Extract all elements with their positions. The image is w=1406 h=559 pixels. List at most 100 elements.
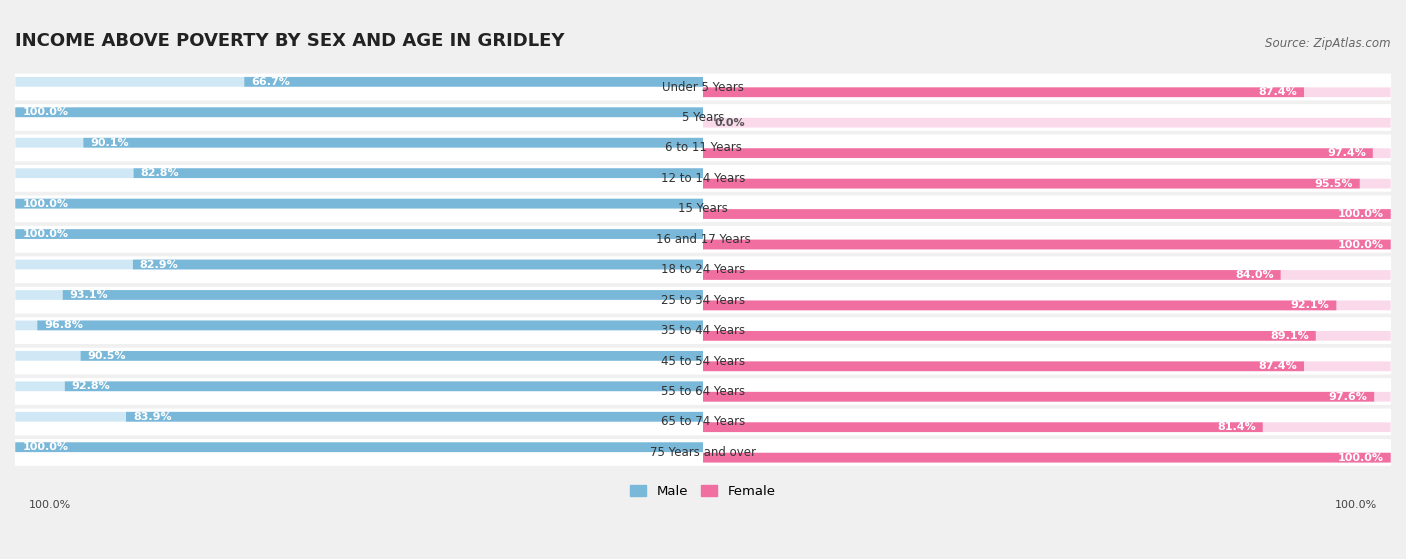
Text: 92.1%: 92.1% bbox=[1291, 300, 1330, 310]
FancyBboxPatch shape bbox=[38, 320, 703, 330]
FancyBboxPatch shape bbox=[83, 138, 703, 148]
FancyBboxPatch shape bbox=[134, 168, 703, 178]
Text: 65 to 74 Years: 65 to 74 Years bbox=[661, 415, 745, 429]
Text: INCOME ABOVE POVERTY BY SEX AND AGE IN GRIDLEY: INCOME ABOVE POVERTY BY SEX AND AGE IN G… bbox=[15, 32, 565, 50]
FancyBboxPatch shape bbox=[15, 290, 703, 300]
FancyBboxPatch shape bbox=[15, 196, 1391, 222]
Text: 97.4%: 97.4% bbox=[1327, 148, 1365, 158]
Text: 100.0%: 100.0% bbox=[22, 198, 69, 209]
Text: 100.0%: 100.0% bbox=[30, 500, 72, 510]
FancyBboxPatch shape bbox=[703, 423, 1263, 432]
Text: 0.0%: 0.0% bbox=[714, 118, 745, 127]
FancyBboxPatch shape bbox=[703, 392, 1391, 401]
FancyBboxPatch shape bbox=[15, 257, 1391, 283]
FancyBboxPatch shape bbox=[15, 107, 703, 117]
Text: 100.0%: 100.0% bbox=[22, 107, 69, 117]
FancyBboxPatch shape bbox=[703, 301, 1391, 310]
FancyBboxPatch shape bbox=[15, 229, 703, 239]
FancyBboxPatch shape bbox=[703, 179, 1360, 188]
FancyBboxPatch shape bbox=[15, 320, 703, 330]
FancyBboxPatch shape bbox=[15, 135, 1391, 162]
Text: 35 to 44 Years: 35 to 44 Years bbox=[661, 324, 745, 337]
FancyBboxPatch shape bbox=[15, 439, 1391, 466]
FancyBboxPatch shape bbox=[15, 168, 703, 178]
Text: 93.1%: 93.1% bbox=[70, 290, 108, 300]
FancyBboxPatch shape bbox=[15, 318, 1391, 344]
FancyBboxPatch shape bbox=[703, 270, 1281, 280]
FancyBboxPatch shape bbox=[15, 165, 1391, 192]
Text: 90.1%: 90.1% bbox=[90, 138, 129, 148]
FancyBboxPatch shape bbox=[703, 240, 1391, 249]
Text: 5 Years: 5 Years bbox=[682, 111, 724, 124]
FancyBboxPatch shape bbox=[15, 138, 703, 148]
FancyBboxPatch shape bbox=[15, 199, 703, 209]
FancyBboxPatch shape bbox=[65, 381, 703, 391]
FancyBboxPatch shape bbox=[703, 87, 1303, 97]
Text: 45 to 54 Years: 45 to 54 Years bbox=[661, 354, 745, 368]
FancyBboxPatch shape bbox=[15, 442, 703, 452]
Text: 12 to 14 Years: 12 to 14 Years bbox=[661, 172, 745, 185]
FancyBboxPatch shape bbox=[703, 240, 1391, 249]
Text: 55 to 64 Years: 55 to 64 Years bbox=[661, 385, 745, 398]
FancyBboxPatch shape bbox=[15, 381, 703, 391]
Text: 100.0%: 100.0% bbox=[22, 229, 69, 239]
Text: 83.9%: 83.9% bbox=[134, 412, 172, 421]
FancyBboxPatch shape bbox=[703, 209, 1391, 219]
FancyBboxPatch shape bbox=[703, 148, 1372, 158]
FancyBboxPatch shape bbox=[127, 412, 703, 421]
Text: 25 to 34 Years: 25 to 34 Years bbox=[661, 293, 745, 307]
Text: 75 Years and over: 75 Years and over bbox=[650, 446, 756, 459]
FancyBboxPatch shape bbox=[703, 270, 1391, 280]
Text: 95.5%: 95.5% bbox=[1315, 179, 1353, 188]
Text: 96.8%: 96.8% bbox=[44, 320, 83, 330]
FancyBboxPatch shape bbox=[63, 290, 703, 300]
FancyBboxPatch shape bbox=[134, 259, 703, 269]
Text: 100.0%: 100.0% bbox=[22, 442, 69, 452]
Text: 18 to 24 Years: 18 to 24 Years bbox=[661, 263, 745, 276]
FancyBboxPatch shape bbox=[15, 442, 703, 452]
FancyBboxPatch shape bbox=[703, 118, 1391, 127]
FancyBboxPatch shape bbox=[703, 331, 1391, 341]
Text: 82.9%: 82.9% bbox=[139, 259, 179, 269]
FancyBboxPatch shape bbox=[15, 378, 1391, 405]
FancyBboxPatch shape bbox=[15, 226, 1391, 253]
Text: 100.0%: 100.0% bbox=[1337, 453, 1384, 463]
Text: 87.4%: 87.4% bbox=[1258, 87, 1298, 97]
Legend: Male, Female: Male, Female bbox=[626, 479, 780, 503]
FancyBboxPatch shape bbox=[15, 229, 703, 239]
FancyBboxPatch shape bbox=[703, 148, 1391, 158]
Text: 16 and 17 Years: 16 and 17 Years bbox=[655, 233, 751, 246]
FancyBboxPatch shape bbox=[703, 331, 1316, 341]
Text: 81.4%: 81.4% bbox=[1218, 422, 1256, 432]
FancyBboxPatch shape bbox=[15, 351, 703, 361]
Text: 6 to 11 Years: 6 to 11 Years bbox=[665, 141, 741, 154]
FancyBboxPatch shape bbox=[15, 107, 703, 117]
FancyBboxPatch shape bbox=[15, 348, 1391, 375]
FancyBboxPatch shape bbox=[703, 453, 1391, 462]
FancyBboxPatch shape bbox=[15, 287, 1391, 314]
FancyBboxPatch shape bbox=[15, 74, 1391, 101]
FancyBboxPatch shape bbox=[703, 87, 1391, 97]
FancyBboxPatch shape bbox=[15, 412, 703, 421]
FancyBboxPatch shape bbox=[15, 409, 1391, 435]
FancyBboxPatch shape bbox=[245, 77, 703, 87]
FancyBboxPatch shape bbox=[15, 199, 703, 209]
FancyBboxPatch shape bbox=[80, 351, 703, 361]
FancyBboxPatch shape bbox=[703, 362, 1303, 371]
FancyBboxPatch shape bbox=[15, 259, 703, 269]
Text: Source: ZipAtlas.com: Source: ZipAtlas.com bbox=[1265, 37, 1391, 50]
Text: 92.8%: 92.8% bbox=[72, 381, 111, 391]
Text: 100.0%: 100.0% bbox=[1337, 209, 1384, 219]
FancyBboxPatch shape bbox=[703, 209, 1391, 219]
Text: 15 Years: 15 Years bbox=[678, 202, 728, 215]
FancyBboxPatch shape bbox=[15, 77, 703, 87]
Text: 90.5%: 90.5% bbox=[87, 351, 127, 361]
Text: 66.7%: 66.7% bbox=[252, 77, 290, 87]
FancyBboxPatch shape bbox=[15, 104, 1391, 131]
Text: Under 5 Years: Under 5 Years bbox=[662, 80, 744, 93]
FancyBboxPatch shape bbox=[703, 301, 1336, 310]
Text: 100.0%: 100.0% bbox=[1334, 500, 1376, 510]
FancyBboxPatch shape bbox=[703, 423, 1391, 432]
Text: 84.0%: 84.0% bbox=[1234, 270, 1274, 280]
FancyBboxPatch shape bbox=[703, 453, 1391, 462]
